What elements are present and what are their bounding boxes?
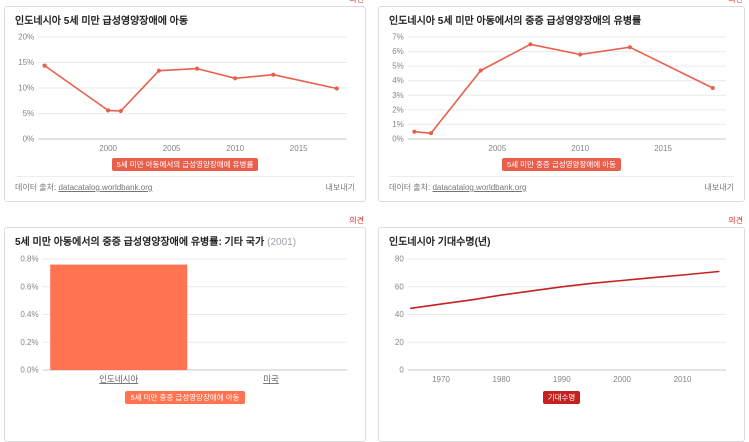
svg-text:2000: 2000 — [99, 144, 117, 153]
svg-text:40: 40 — [395, 310, 404, 319]
svg-text:3%: 3% — [392, 91, 404, 100]
svg-text:10%: 10% — [18, 84, 34, 93]
legend-row: 기대수명 — [389, 391, 734, 409]
data-source: 데이터 출처: datacatalog.worldbank.org — [15, 183, 153, 192]
svg-text:1%: 1% — [392, 120, 404, 129]
svg-text:4%: 4% — [392, 76, 404, 85]
chart-card-life-expectancy: 인도네시아 기대수명(년) 0 20 40 60 80 1970 1980 1990 2000 2… — [378, 227, 745, 442]
chart-title: 5세 미만 아동에서의 중증 급성영양장애에 유병률: 기타 국가 (2001) — [15, 237, 297, 248]
svg-text:2010: 2010 — [571, 144, 589, 153]
chart-card-severe-wasting: 인도네시아 5세 미만 아동에서의 중증 급성영양장애의 유병률 0% 1% 2% 3… — [378, 6, 745, 202]
svg-text:0.4%: 0.4% — [20, 310, 38, 319]
export-link[interactable]: 내보내기 — [325, 183, 355, 192]
source-link[interactable]: datacatalog.worldbank.org — [432, 183, 527, 192]
legend-row: 5세 미만 중증 급성영양장애에 아동 — [15, 391, 355, 409]
severe-wasting-line-chart: 0% 1% 2% 3% 4% 5% 6% 7% 2005 2010 2015 — [389, 32, 734, 154]
feedback-link[interactable]: 의견 — [728, 216, 743, 225]
svg-text:5%: 5% — [392, 62, 404, 71]
svg-text:0%: 0% — [23, 135, 35, 144]
chart-title-year: (2001) — [267, 237, 297, 248]
legend-row: 5세 미만 아동에서의 급성영양장애에 유병률 — [15, 158, 355, 176]
svg-text:0%: 0% — [392, 135, 404, 144]
bar — [50, 264, 188, 370]
svg-text:2015: 2015 — [290, 144, 308, 153]
legend-row: 5세 미만 중증 급성영양장애에 아동 — [389, 158, 734, 176]
feedback-link[interactable]: 의견 — [4, 0, 364, 5]
bar-category-link[interactable]: 인도네시아 — [99, 374, 138, 384]
svg-text:5%: 5% — [23, 109, 35, 118]
svg-text:20%: 20% — [18, 33, 34, 42]
svg-text:1990: 1990 — [553, 375, 571, 384]
svg-text:60: 60 — [395, 282, 404, 291]
svg-text:2010: 2010 — [674, 375, 692, 384]
data-source: 데이터 출처: datacatalog.worldbank.org — [389, 183, 527, 192]
svg-text:1980: 1980 — [493, 375, 511, 384]
feedback-link[interactable]: 의견 — [349, 216, 364, 225]
svg-text:2005: 2005 — [163, 144, 181, 153]
chart-title: 인도네시아 기대수명(년) — [389, 237, 491, 248]
wasting-line-chart: 0% 5% 10% 15% 20% 2000 2005 2010 2015 — [15, 32, 355, 154]
chart-footer: 데이터 출처: datacatalog.worldbank.org 내보내기 — [15, 176, 355, 193]
source-link[interactable]: datacatalog.worldbank.org — [58, 183, 153, 192]
feedback-link[interactable]: 의견 — [378, 0, 743, 5]
svg-text:0.2%: 0.2% — [20, 338, 38, 347]
severe-wasting-bar-chart: 0.0% 0.2% 0.4% 0.6% 0.8% 인도네시아 미국 — [15, 254, 355, 384]
svg-text:20: 20 — [395, 338, 404, 347]
svg-text:2%: 2% — [392, 105, 404, 114]
svg-text:0.0%: 0.0% — [20, 366, 38, 375]
legend-chip: 5세 미만 아동에서의 급성영양장애에 유병률 — [111, 158, 259, 171]
chart-title: 인도네시아 5세 미만 급성영양장애에 아동 — [15, 16, 189, 27]
life-expectancy-line-chart: 0 20 40 60 80 1970 1980 1990 2000 2010 — [389, 254, 734, 384]
legend-chip: 5세 미만 중증 급성영양장애에 아동 — [125, 391, 245, 404]
svg-text:15%: 15% — [18, 58, 34, 67]
svg-text:7%: 7% — [392, 33, 404, 42]
svg-text:2005: 2005 — [488, 144, 506, 153]
svg-text:0: 0 — [399, 366, 404, 375]
export-link[interactable]: 내보내기 — [704, 183, 734, 192]
legend-chip: 5세 미만 중증 급성영양장애에 아동 — [501, 158, 622, 171]
svg-text:6%: 6% — [392, 47, 404, 56]
svg-text:2010: 2010 — [226, 144, 244, 153]
svg-text:0.8%: 0.8% — [20, 255, 38, 264]
bar-category-link[interactable]: 미국 — [263, 374, 279, 384]
chart-card-other-countries: 5세 미만 아동에서의 중증 급성영양장애에 유병률: 기타 국가 (2001) … — [4, 227, 366, 442]
svg-text:80: 80 — [395, 255, 404, 264]
svg-text:2015: 2015 — [654, 144, 672, 153]
svg-text:1970: 1970 — [432, 375, 450, 384]
legend-chip: 기대수명 — [542, 391, 581, 404]
svg-text:2000: 2000 — [613, 375, 631, 384]
svg-text:0.6%: 0.6% — [20, 282, 38, 291]
chart-title: 인도네시아 5세 미만 아동에서의 중증 급성영양장애의 유병률 — [389, 16, 642, 27]
chart-card-wasting: 인도네시아 5세 미만 급성영양장애에 아동 0% 5% 10% 15% 20% 2000… — [4, 6, 366, 202]
chart-footer: 데이터 출처: datacatalog.worldbank.org 내보내기 — [389, 176, 734, 193]
